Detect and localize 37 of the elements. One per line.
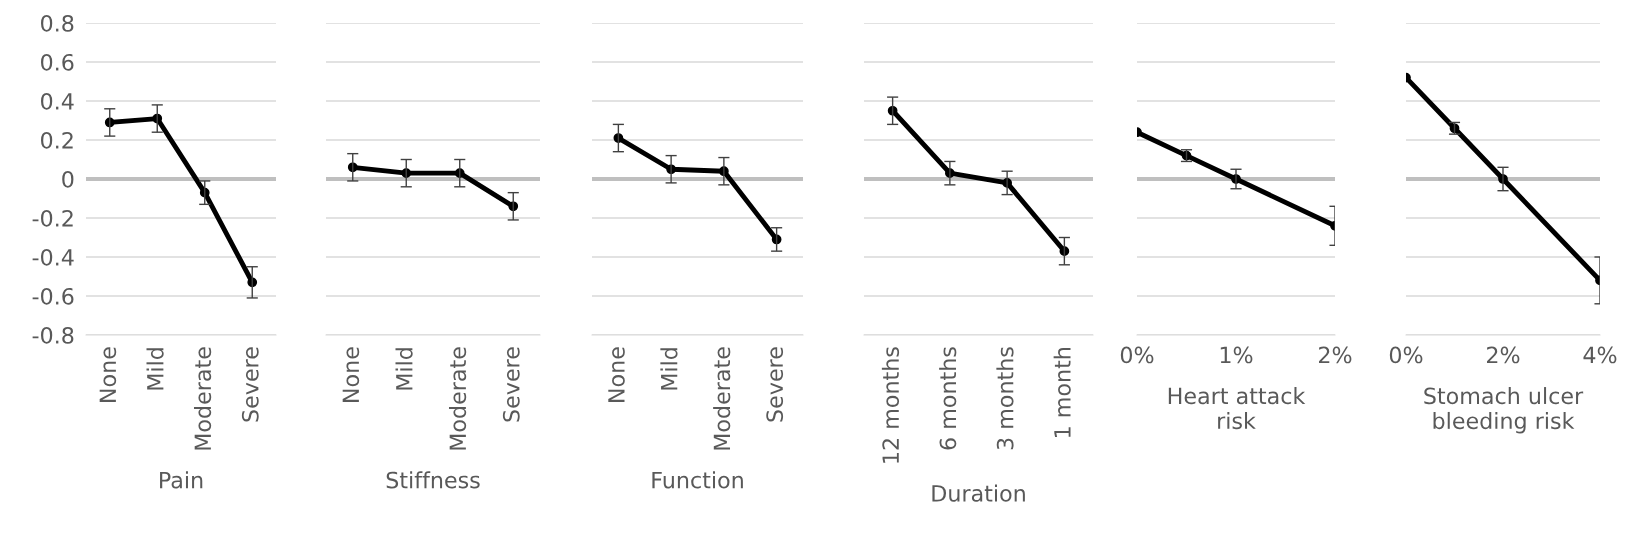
x-tick-label: Mild xyxy=(660,348,678,390)
y-tick-label: 0.4 xyxy=(41,92,74,110)
y-tick-label: 0.2 xyxy=(41,131,73,149)
y-tick-label: 0.6 xyxy=(41,53,74,71)
x-axis-title: Function xyxy=(652,471,743,489)
x-axis-title: Pain xyxy=(160,471,203,489)
x-tick-label: Moderate xyxy=(194,347,212,450)
x-tick-label: 1 month xyxy=(1053,347,1071,437)
x-tick-label: 1% xyxy=(1220,346,1253,364)
x-tick-label: Mild xyxy=(146,348,164,390)
x-tick-label: 0% xyxy=(1120,346,1154,364)
x-tick-label: Moderate xyxy=(449,347,467,450)
y-tick-label: 0 xyxy=(62,170,74,188)
y-tick-label: 0.8 xyxy=(41,14,74,32)
y-tick-label: -0.6 xyxy=(32,287,74,305)
y-tick-label: -0.4 xyxy=(32,248,74,266)
x-tick-label: Moderate xyxy=(713,347,731,450)
x-tick-label: 12 months xyxy=(881,347,900,463)
x-tick-label: Severe xyxy=(502,347,520,422)
x-axis-title: Duration xyxy=(932,484,1025,502)
x-axis-title: Heart attack risk xyxy=(1168,387,1306,430)
x-tick-label: 2% xyxy=(1319,346,1352,364)
x-tick-label: 6 months xyxy=(939,347,957,450)
y-tick-label: -0.8 xyxy=(32,326,74,344)
x-tick-label: None xyxy=(99,347,117,402)
x-tick-label: None xyxy=(342,347,360,402)
x-tick-label: 0% xyxy=(1389,346,1423,364)
x-tick-label: Severe xyxy=(766,347,784,422)
x-tick-label: 2% xyxy=(1487,346,1520,364)
y-tick-label: -0.2 xyxy=(32,209,73,227)
x-tick-label: Mild xyxy=(395,348,413,390)
x-axis-title: Stiffness xyxy=(386,471,480,489)
x-tick-label: Severe xyxy=(241,347,259,422)
x-tick-label: 3 months xyxy=(996,347,1014,450)
x-tick-label: 4% xyxy=(1583,346,1617,364)
x-axis-title: Stomach ulcer bleeding risk xyxy=(1424,387,1584,434)
x-tick-label: None xyxy=(608,347,625,402)
